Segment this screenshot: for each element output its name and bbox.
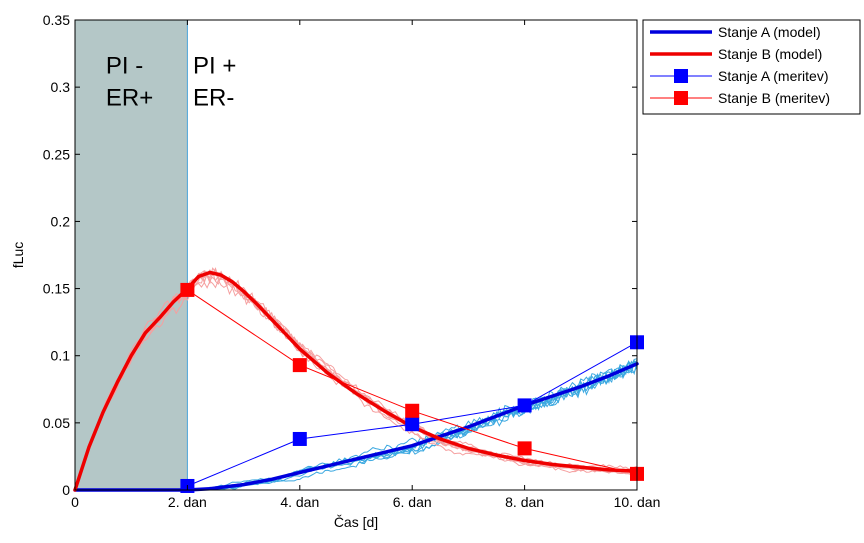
x-tick-label: 8. dan bbox=[505, 494, 544, 510]
run-line-A bbox=[204, 360, 638, 491]
legend: Stanje A (model) Stanje B (model) Stanje A… bbox=[642, 19, 861, 115]
run-line-A bbox=[204, 360, 638, 490]
shaded-region-layer bbox=[75, 20, 188, 490]
marker-A-measurement bbox=[517, 398, 532, 413]
y-tick-label: 0.35 bbox=[43, 12, 70, 28]
plot-frame bbox=[74, 19, 638, 491]
y-tick-label: 0.2 bbox=[51, 213, 71, 229]
legend-label-A-measurement: Stanje A (meritev) bbox=[718, 68, 829, 84]
legend-marker-A-measurement bbox=[674, 69, 688, 83]
legend-label-A-model: Stanje A (model) bbox=[718, 24, 821, 40]
marker-B-measurement bbox=[405, 403, 420, 418]
region-annotation: PI - bbox=[106, 53, 143, 80]
axes-layer: 0 2. dan 4. dan 6. dan 8. dan 10. dan 0 0.05 0.1… bbox=[43, 12, 661, 510]
y-tick-label: 0.15 bbox=[43, 281, 70, 297]
y-axis-label: fLuc bbox=[10, 242, 26, 268]
series-line-A-model bbox=[73, 362, 639, 492]
marker-A-measurement bbox=[292, 431, 307, 446]
x-tick-label: 4. dan bbox=[280, 494, 319, 510]
legend-label-B-model: Stanje B (model) bbox=[718, 46, 822, 62]
marker-B-measurement bbox=[292, 358, 307, 373]
region-annotation: ER- bbox=[193, 85, 234, 112]
y-tick-label: 0 bbox=[62, 482, 70, 498]
marker-B-measurement bbox=[517, 441, 532, 456]
region-annotation: ER+ bbox=[106, 85, 153, 112]
x-tick-label: 10. dan bbox=[614, 494, 661, 510]
y-tick-label: 0.1 bbox=[51, 348, 71, 364]
y-tick-label: 0.25 bbox=[43, 146, 70, 162]
x-tick-label: 2. dan bbox=[168, 494, 207, 510]
run-line-A bbox=[204, 361, 638, 490]
marker-B-measurement bbox=[180, 282, 195, 297]
y-tick-label: 0.05 bbox=[43, 415, 70, 431]
run-line-A bbox=[204, 359, 638, 491]
markers-layer bbox=[180, 282, 644, 493]
region-annotation: PI + bbox=[193, 53, 236, 80]
run-line-A bbox=[204, 360, 638, 490]
y-tick-label: 0.3 bbox=[51, 79, 71, 95]
shaded-region bbox=[75, 20, 188, 490]
annotations-layer: PI - ER+ PI + ER- bbox=[106, 53, 236, 112]
marker-A-measurement bbox=[405, 417, 420, 432]
legend-label-B-measurement: Stanje B (meritev) bbox=[718, 90, 830, 106]
legend-marker-B-measurement bbox=[674, 91, 688, 105]
x-tick-label: 6. dan bbox=[393, 494, 432, 510]
x-axis-label: Čas [d] bbox=[334, 514, 378, 530]
x-tick-label: 0 bbox=[71, 494, 79, 510]
series-line-B-model bbox=[73, 270, 639, 492]
